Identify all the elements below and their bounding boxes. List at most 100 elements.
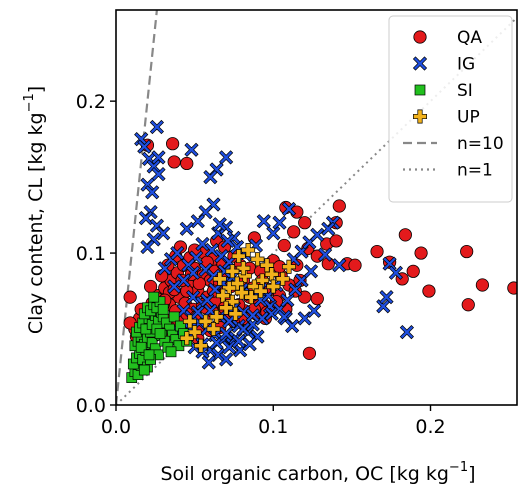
point-up xyxy=(250,252,265,267)
point-up xyxy=(187,325,202,340)
point-ig xyxy=(242,337,257,352)
point-ig xyxy=(310,227,325,242)
point-ig xyxy=(195,236,210,252)
point-si xyxy=(148,291,160,303)
point-up xyxy=(253,284,268,299)
legend-marker-si xyxy=(414,84,426,96)
point-si xyxy=(138,364,150,376)
point-ig xyxy=(272,215,287,230)
y-tick-label: 0.1 xyxy=(76,243,106,265)
legend-marker-up xyxy=(413,109,427,124)
point-ig xyxy=(219,352,234,367)
point-si xyxy=(143,349,155,361)
point-ig xyxy=(321,221,336,236)
point-up xyxy=(275,271,290,286)
legend-box xyxy=(388,15,513,203)
axis-ticks: 0.0 0.1 0.2 0.0 0.1 0.2 xyxy=(76,91,446,438)
point-up xyxy=(282,259,296,274)
point-si xyxy=(135,341,147,353)
point-up xyxy=(241,243,256,257)
point-qa xyxy=(406,264,420,278)
point-ig xyxy=(137,139,152,154)
point-qa xyxy=(507,281,517,295)
legend: QA IG SI UP n=10 n=1 xyxy=(388,15,513,203)
point-qa xyxy=(398,228,412,242)
point-ig xyxy=(167,279,182,294)
point-ig xyxy=(176,273,191,288)
point-ig xyxy=(245,308,260,323)
point-ig xyxy=(379,290,394,305)
point-ig xyxy=(307,303,322,318)
point-qa xyxy=(475,278,490,292)
legend-label: SI xyxy=(457,81,473,101)
point-up xyxy=(193,338,208,353)
point-qa xyxy=(422,284,436,298)
point-up xyxy=(209,309,224,324)
point-up xyxy=(234,285,249,300)
point-ig xyxy=(151,167,166,182)
point-up xyxy=(219,300,234,315)
point-ig xyxy=(256,214,271,229)
point-ig xyxy=(255,311,270,326)
point-ig xyxy=(190,214,205,229)
legend-label: UP xyxy=(457,108,480,128)
point-ig xyxy=(318,247,333,262)
point-qa xyxy=(173,240,188,254)
point-ig xyxy=(138,211,153,226)
point-ig xyxy=(201,355,216,370)
point-si xyxy=(157,303,169,315)
point-qa xyxy=(123,290,137,304)
point-ig xyxy=(212,217,227,232)
point-ig xyxy=(219,150,234,165)
point-ig xyxy=(219,326,234,341)
point-ig xyxy=(399,325,414,340)
y-tick-label: 0.2 xyxy=(76,91,106,113)
point-ig xyxy=(186,290,201,305)
point-qa xyxy=(287,225,301,239)
data-points xyxy=(123,119,517,384)
point-qa xyxy=(348,258,362,272)
plot-frame xyxy=(115,9,518,406)
x-tick-label: 0.2 xyxy=(415,416,445,438)
point-si xyxy=(165,346,177,358)
point-qa xyxy=(461,298,475,312)
point-qa xyxy=(310,292,324,306)
point-qa xyxy=(414,246,428,260)
point-qa xyxy=(460,244,474,259)
point-ig xyxy=(303,264,319,279)
point-qa xyxy=(277,238,291,253)
point-ig xyxy=(236,321,251,337)
point-qa xyxy=(329,234,343,248)
point-qa xyxy=(167,155,181,169)
legend-label: QA xyxy=(457,28,482,48)
point-ig xyxy=(266,226,281,241)
point-up xyxy=(212,271,227,286)
point-ig xyxy=(220,233,235,248)
point-ig xyxy=(170,246,185,261)
point-up xyxy=(179,331,194,346)
point-ig xyxy=(140,239,155,255)
point-up xyxy=(182,314,197,329)
point-ig xyxy=(231,334,246,349)
point-ig xyxy=(204,242,219,258)
point-ig xyxy=(281,201,297,217)
point-ig xyxy=(145,185,160,200)
point-ig xyxy=(388,265,403,280)
point-up xyxy=(266,279,281,294)
point-qa xyxy=(143,279,158,294)
point-ig xyxy=(184,142,199,157)
x-tick-label: 0.1 xyxy=(258,416,288,438)
point-up xyxy=(244,290,259,305)
point-ig xyxy=(156,226,171,241)
point-qa xyxy=(302,346,317,360)
legend-marker-ig xyxy=(412,56,428,71)
x-tick-label: 0.0 xyxy=(101,416,131,438)
point-si xyxy=(168,311,180,323)
point-up xyxy=(225,264,240,279)
point-qa xyxy=(298,216,312,230)
y-tick-label: 0.0 xyxy=(76,395,106,417)
point-up xyxy=(255,273,270,288)
y-axis-title: Clay content, CL [kg kg−1] xyxy=(22,86,47,334)
point-ig xyxy=(332,258,347,273)
point-up xyxy=(228,306,243,321)
